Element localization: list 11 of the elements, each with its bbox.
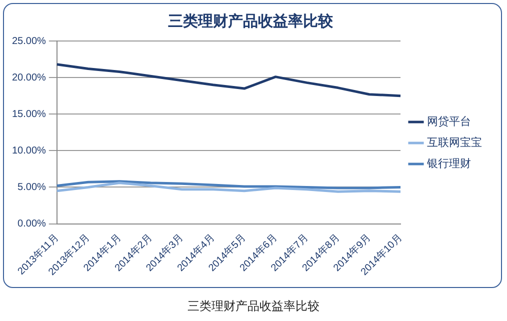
y-tick-label: 5.00%	[18, 182, 46, 193]
y-tick-label: 15.00%	[12, 108, 46, 120]
chart-title: 三类理财产品收益率比较	[168, 12, 334, 30]
y-tick-label: 25.00%	[12, 36, 46, 47]
legend-label: 银行理财	[426, 157, 471, 170]
y-tick-label: 20.00%	[12, 72, 46, 84]
legend-label: 互联网宝宝	[427, 136, 482, 150]
y-tick-label: 0.00%	[18, 218, 46, 230]
text: 三类理财产品收益率比较	[186, 298, 320, 315]
legend-label: 网贷平台	[427, 115, 471, 128]
y-tick-label: 10.00%	[12, 145, 46, 156]
